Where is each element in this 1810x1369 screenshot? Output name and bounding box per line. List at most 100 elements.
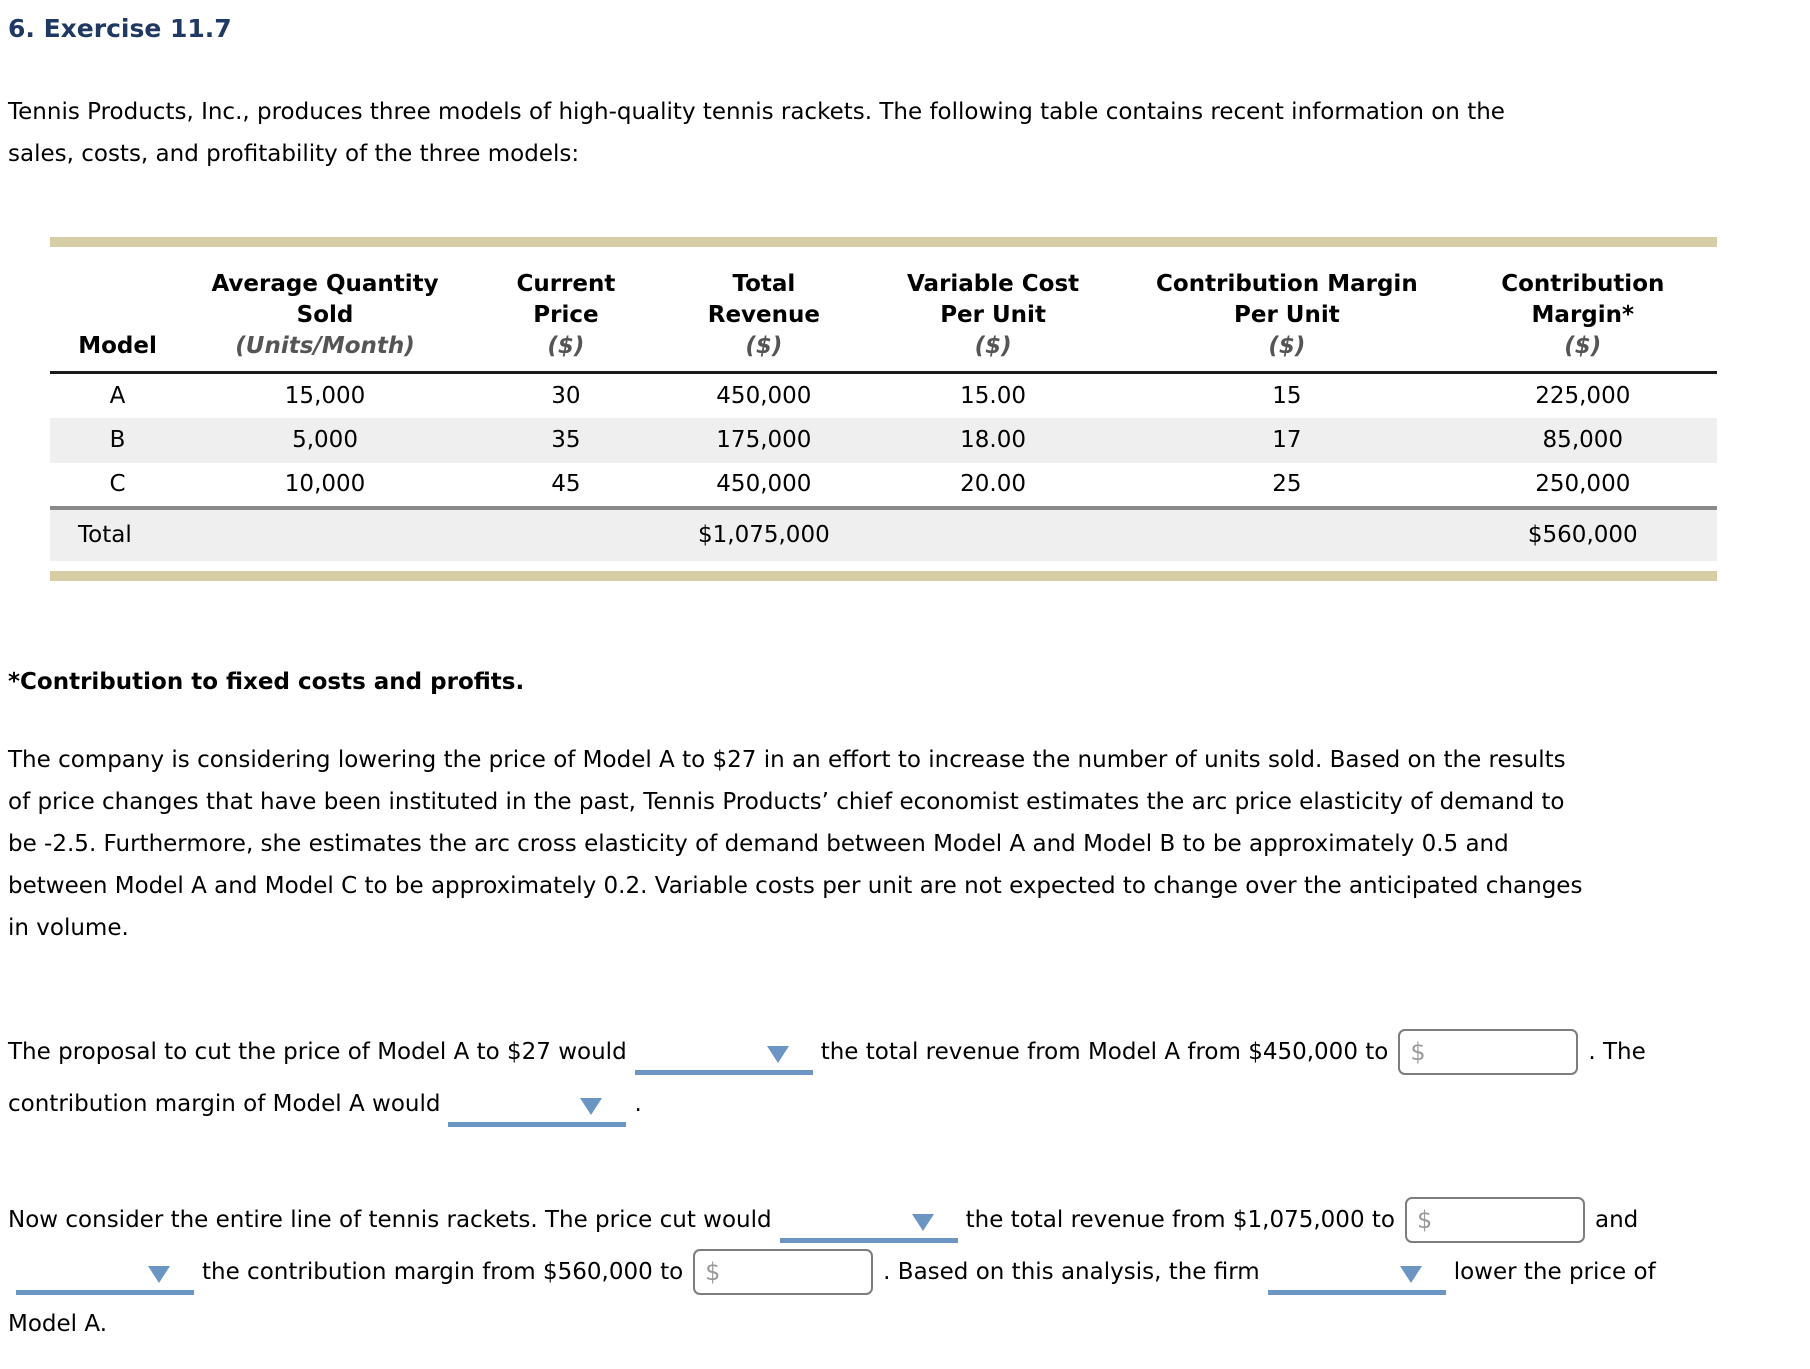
- q1-text-4: contribution margin of Model A would: [8, 1090, 441, 1117]
- question-2-line-1: Now consider the entire line of tennis r…: [8, 1195, 1802, 1245]
- cell-total-cm: $560,000: [1448, 505, 1717, 561]
- cell-b-vc: 18.00: [960, 427, 1026, 453]
- question-1: The proposal to cut the price of Model A…: [8, 1027, 1802, 1129]
- q2-text-2: the total revenue from $1,075,000 to: [965, 1206, 1395, 1233]
- input-q1-model-a-revenue[interactable]: $: [1398, 1029, 1579, 1075]
- cell-c-qty: 10,000: [284, 471, 366, 497]
- chevron-down-icon: [1399, 1265, 1422, 1283]
- chevron-down-icon: [580, 1097, 603, 1115]
- header-price-l1: Current: [516, 271, 616, 297]
- header-price-units: ($): [547, 333, 585, 359]
- rackets-table: Average Quantity Current Total Variable …: [50, 247, 1717, 561]
- header-revenue-units: ($): [745, 333, 783, 359]
- table-top-accent-bar: [50, 237, 1717, 247]
- cell-a-vc: 15.00: [960, 382, 1026, 409]
- cell-c-cm-unit: 25: [1272, 471, 1302, 497]
- cell-total-label: Total: [50, 505, 186, 561]
- table-footnote: *Contribution to fixed costs and profits…: [8, 668, 525, 695]
- table-row-model-b: B 5,000 35 175,000 18.00 17 85,000: [50, 417, 1717, 463]
- header-cmu-l1: Contribution Margin: [1156, 271, 1418, 297]
- header-revenue-l1: Total: [732, 271, 796, 297]
- header-vc-l1: Variable Cost: [907, 271, 1080, 297]
- q1-text-5: .: [634, 1090, 642, 1117]
- dollar-prefix: $: [1416, 1206, 1433, 1234]
- cell-c-vc: 20.00: [960, 471, 1026, 497]
- header-model-l2: [50, 297, 185, 333]
- dropdown-q2-firm-decision[interactable]: [1267, 1261, 1446, 1295]
- dollar-prefix: $: [705, 1258, 721, 1286]
- dropdown-q2-margin-direction[interactable]: [16, 1261, 194, 1295]
- cell-a-qty: 15,000: [284, 382, 366, 409]
- cell-total-empty-price: [465, 505, 667, 561]
- header-price-l2: Price: [533, 302, 599, 328]
- header-qty-l1: Average Quantity: [211, 271, 439, 297]
- rackets-table-container: Average Quantity Current Total Variable …: [50, 237, 1717, 581]
- cell-b-price: 35: [551, 427, 581, 453]
- cell-b-model: B: [109, 427, 126, 453]
- header-cm-units: ($): [1564, 333, 1602, 359]
- chevron-down-icon: [911, 1213, 934, 1231]
- dropdown-q2-revenue-direction[interactable]: [779, 1209, 958, 1243]
- cell-total-revenue: $1,075,000: [666, 505, 861, 561]
- table-header: Average Quantity Current Total Variable …: [50, 247, 1717, 373]
- cell-a-price: 30: [551, 382, 581, 409]
- question-1-line-1: The proposal to cut the price of Model A…: [8, 1027, 1802, 1077]
- q2-text-5: . Based on this analysis, the firm: [883, 1258, 1260, 1285]
- q1-text-1: The proposal to cut the price of Model A…: [8, 1038, 627, 1065]
- q2-text-7: Model A.: [8, 1310, 108, 1337]
- q2-text-1: Now consider the entire line of tennis r…: [8, 1206, 772, 1233]
- cell-c-price: 45: [551, 471, 581, 497]
- q2-text-6: lower the price of: [1453, 1258, 1656, 1285]
- header-vc-l2: Per Unit: [940, 302, 1046, 328]
- cell-b-revenue: 175,000: [716, 427, 812, 453]
- cell-b-cm-unit: 17: [1272, 427, 1302, 453]
- header-qty-units: (Units/Month): [235, 333, 415, 359]
- cell-total-empty-vc: [860, 505, 1126, 561]
- table-row-model-c: C 10,000 45 450,000 20.00 25 250,000: [50, 463, 1717, 508]
- header-cmu-units: ($): [1268, 333, 1306, 359]
- header-vc-units: ($): [974, 333, 1012, 359]
- header-cm-l2: Margin*: [1531, 302, 1635, 328]
- cell-c-revenue: 450,000: [716, 471, 812, 497]
- cell-total-empty-qty: [185, 505, 466, 561]
- question-2-line-2: the contribution margin from $560,000 to…: [8, 1247, 1802, 1297]
- q2-margin-input-field[interactable]: [720, 1257, 862, 1287]
- cell-total-empty-cmu: [1125, 505, 1449, 561]
- header-revenue-l2: Revenue: [707, 302, 820, 328]
- cell-a-revenue: 450,000: [716, 382, 812, 409]
- cell-a-model: A: [109, 382, 126, 409]
- header-cmu-l2: Per Unit: [1234, 302, 1340, 328]
- q2-revenue-input-field[interactable]: [1432, 1205, 1573, 1235]
- table-row-total: Total $1,075,000 $560,000: [50, 505, 1717, 561]
- table-bottom-accent-bar: [50, 570, 1717, 581]
- cell-a-cm-total: 225,000: [1535, 382, 1631, 409]
- chevron-down-icon: [148, 1265, 170, 1283]
- q1-revenue-input-field[interactable]: [1425, 1037, 1567, 1067]
- input-q2-total-revenue[interactable]: $: [1404, 1197, 1585, 1243]
- input-q2-contribution-margin[interactable]: $: [693, 1249, 874, 1295]
- question-2: Now consider the entire line of tennis r…: [8, 1195, 1802, 1349]
- analysis-paragraph: The company is considering lowering the …: [8, 746, 1583, 941]
- header-qty-l2: Sold: [296, 302, 354, 328]
- chevron-down-icon: [766, 1045, 789, 1063]
- q1-text-2: the total revenue from Model A from $450…: [820, 1038, 1389, 1065]
- header-cm-l1: Contribution: [1501, 271, 1665, 297]
- intro-paragraph: Tennis Products, Inc., produces three mo…: [8, 99, 1505, 167]
- cell-c-cm-total: 250,000: [1535, 471, 1631, 497]
- question-2-line-3: Model A.: [8, 1299, 1802, 1349]
- cell-b-qty: 5,000: [292, 427, 358, 453]
- dropdown-q1-margin-direction[interactable]: [448, 1093, 627, 1127]
- header-model-l1: [50, 247, 185, 297]
- q1-text-3: . The: [1588, 1038, 1646, 1065]
- dropdown-q1-revenue-direction[interactable]: [634, 1041, 813, 1075]
- cell-b-cm-total: 85,000: [1542, 427, 1624, 453]
- cell-a-cm-unit: 15: [1272, 382, 1302, 409]
- cell-c-model: C: [109, 471, 126, 497]
- dollar-prefix: $: [1410, 1038, 1426, 1066]
- q2-text-3: and: [1594, 1206, 1639, 1233]
- header-model-label: Model: [78, 333, 157, 359]
- table-row-model-a: A 15,000 30 450,000 15.00 15 225,000: [50, 373, 1717, 418]
- question-1-line-2: contribution margin of Model A would.: [8, 1079, 1802, 1129]
- page-title: 6. Exercise 11.7: [8, 14, 232, 43]
